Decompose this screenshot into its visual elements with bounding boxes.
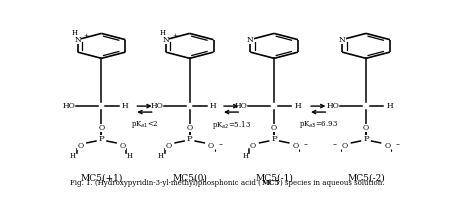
Text: N: N [339, 36, 346, 44]
Text: H: H [122, 102, 128, 110]
Text: N: N [163, 36, 169, 44]
Text: N: N [247, 36, 254, 44]
Text: MC5(0): MC5(0) [172, 174, 207, 183]
Text: O: O [292, 142, 299, 150]
Text: +: + [172, 33, 177, 38]
Text: pK$_{a1}$<2: pK$_{a1}$<2 [130, 119, 158, 130]
Text: N: N [74, 36, 81, 44]
Text: $^{-}$: $^{-}$ [332, 142, 337, 148]
Text: P: P [187, 135, 192, 143]
Text: O: O [119, 142, 126, 150]
Text: H: H [294, 102, 301, 110]
Text: O: O [187, 124, 193, 132]
Text: HO: HO [150, 102, 163, 110]
Text: H: H [71, 29, 77, 37]
Text: O: O [363, 124, 369, 132]
Text: O: O [250, 142, 256, 150]
Text: P: P [99, 135, 104, 143]
Text: MC5(-1): MC5(-1) [255, 174, 293, 183]
Text: H: H [127, 152, 133, 160]
Text: pK$_{a3}$=6.93: pK$_{a3}$=6.93 [299, 119, 337, 130]
Text: O: O [342, 142, 348, 150]
Text: O: O [77, 142, 83, 150]
Text: MC5(-2): MC5(-2) [347, 174, 385, 183]
Text: HO: HO [235, 102, 248, 110]
Text: HO: HO [62, 102, 75, 110]
Text: O: O [99, 124, 105, 132]
Text: MC5(+1): MC5(+1) [80, 174, 123, 183]
Text: ) species in aqueous solution.: ) species in aqueous solution. [280, 179, 384, 187]
Text: H: H [210, 102, 217, 110]
Text: Fig. 1. (Hydroxypyridin-3-yl-methyl)phosphonic acid (: Fig. 1. (Hydroxypyridin-3-yl-methyl)phos… [70, 179, 261, 187]
Text: O: O [165, 142, 172, 150]
Text: H: H [243, 152, 248, 160]
Text: P: P [271, 135, 277, 143]
Text: O: O [208, 142, 214, 150]
Text: O: O [384, 142, 390, 150]
Text: $^{-}$: $^{-}$ [303, 142, 309, 148]
Text: H: H [70, 152, 76, 160]
Text: MC5: MC5 [261, 179, 280, 187]
Text: $^{-}$: $^{-}$ [219, 142, 224, 148]
Text: H: H [386, 102, 393, 110]
Text: pK$_{a2}$=5.13: pK$_{a2}$=5.13 [212, 119, 251, 131]
Text: HO: HO [327, 102, 339, 110]
Text: O: O [271, 124, 277, 132]
Text: H: H [159, 29, 165, 37]
Text: $^{-}$: $^{-}$ [395, 142, 401, 148]
Text: H: H [158, 152, 164, 160]
Text: P: P [363, 135, 369, 143]
Text: +: + [84, 33, 89, 38]
